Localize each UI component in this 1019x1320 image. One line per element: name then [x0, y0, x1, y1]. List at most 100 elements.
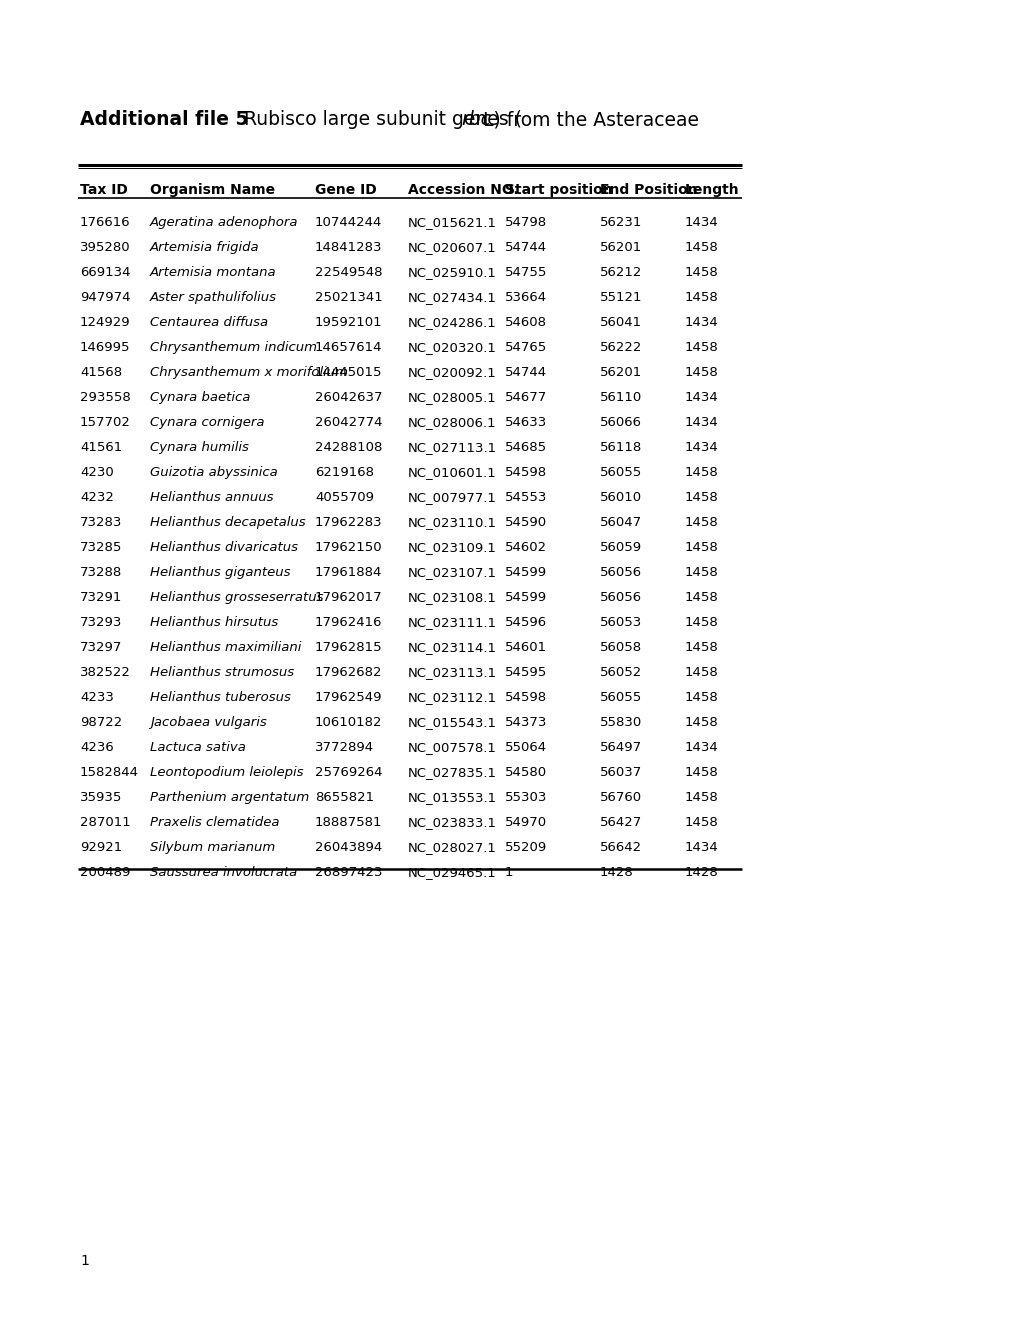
Text: NC_027434.1: NC_027434.1 — [408, 290, 496, 304]
Text: 98722: 98722 — [79, 715, 122, 729]
Text: NC_028005.1: NC_028005.1 — [408, 391, 496, 404]
Text: Rubisco large subunit genes (: Rubisco large subunit genes ( — [237, 110, 522, 129]
Text: Guizotia abyssinica: Guizotia abyssinica — [150, 466, 277, 479]
Text: 669134: 669134 — [79, 267, 130, 279]
Text: 17962150: 17962150 — [315, 541, 382, 554]
Text: NC_027113.1: NC_027113.1 — [408, 441, 496, 454]
Text: 73297: 73297 — [79, 642, 122, 653]
Text: Gene ID: Gene ID — [315, 183, 376, 197]
Text: Jacobaea vulgaris: Jacobaea vulgaris — [150, 715, 267, 729]
Text: NC_023111.1: NC_023111.1 — [408, 616, 496, 630]
Text: 54755: 54755 — [504, 267, 547, 279]
Text: 10610182: 10610182 — [315, 715, 382, 729]
Text: 73293: 73293 — [79, 616, 122, 630]
Text: 56642: 56642 — [599, 841, 642, 854]
Text: 1458: 1458 — [685, 466, 718, 479]
Text: 54608: 54608 — [504, 315, 546, 329]
Text: 41568: 41568 — [79, 366, 122, 379]
Text: 24288108: 24288108 — [315, 441, 382, 454]
Text: 26042774: 26042774 — [315, 416, 382, 429]
Text: 54633: 54633 — [504, 416, 547, 429]
Text: Chrysanthemum indicum: Chrysanthemum indicum — [150, 341, 317, 354]
Text: 4236: 4236 — [79, 741, 114, 754]
Text: Cynara humilis: Cynara humilis — [150, 441, 249, 454]
Text: 1434: 1434 — [685, 216, 718, 228]
Text: 1458: 1458 — [685, 516, 718, 529]
Text: 54744: 54744 — [504, 366, 546, 379]
Text: 73283: 73283 — [79, 516, 122, 529]
Text: Lactuca sativa: Lactuca sativa — [150, 741, 246, 754]
Text: 1458: 1458 — [685, 591, 718, 605]
Text: 1458: 1458 — [685, 366, 718, 379]
Text: NC_023114.1: NC_023114.1 — [408, 642, 496, 653]
Text: L) from the Asteraceae: L) from the Asteraceae — [483, 110, 698, 129]
Text: 56010: 56010 — [599, 491, 642, 504]
Text: 4232: 4232 — [79, 491, 114, 504]
Text: 157702: 157702 — [79, 416, 130, 429]
Text: rbc: rbc — [461, 110, 490, 129]
Text: NC_023110.1: NC_023110.1 — [408, 516, 496, 529]
Text: 56053: 56053 — [599, 616, 642, 630]
Text: Organism Name: Organism Name — [150, 183, 275, 197]
Text: Silybum marianum: Silybum marianum — [150, 841, 275, 854]
Text: Tax ID: Tax ID — [79, 183, 127, 197]
Text: NC_007977.1: NC_007977.1 — [408, 491, 496, 504]
Text: 56055: 56055 — [599, 690, 642, 704]
Text: Praxelis clematidea: Praxelis clematidea — [150, 816, 279, 829]
Text: 73291: 73291 — [79, 591, 122, 605]
Text: 18887581: 18887581 — [315, 816, 382, 829]
Text: 54599: 54599 — [504, 591, 546, 605]
Text: 56222: 56222 — [599, 341, 642, 354]
Text: 73285: 73285 — [79, 541, 122, 554]
Text: Additional file 5: Additional file 5 — [79, 110, 249, 129]
Text: 1434: 1434 — [685, 741, 718, 754]
Text: 55064: 55064 — [504, 741, 546, 754]
Text: 22549548: 22549548 — [315, 267, 382, 279]
Text: 17961884: 17961884 — [315, 566, 382, 579]
Text: Start position: Start position — [504, 183, 612, 197]
Text: NC_027835.1: NC_027835.1 — [408, 766, 496, 779]
Text: NC_020320.1: NC_020320.1 — [408, 341, 496, 354]
Text: 26897423: 26897423 — [315, 866, 382, 879]
Text: 382522: 382522 — [79, 667, 130, 678]
Text: Saussurea involucrata: Saussurea involucrata — [150, 866, 297, 879]
Text: Parthenium argentatum: Parthenium argentatum — [150, 791, 309, 804]
Text: 14445015: 14445015 — [315, 366, 382, 379]
Text: 1434: 1434 — [685, 315, 718, 329]
Text: Artemisia montana: Artemisia montana — [150, 267, 276, 279]
Text: 55121: 55121 — [599, 290, 642, 304]
Text: NC_023107.1: NC_023107.1 — [408, 566, 496, 579]
Text: 56059: 56059 — [599, 541, 642, 554]
Text: 1458: 1458 — [685, 791, 718, 804]
Text: 1434: 1434 — [685, 416, 718, 429]
Text: 1458: 1458 — [685, 290, 718, 304]
Text: 53664: 53664 — [504, 290, 546, 304]
Text: Helianthus hirsutus: Helianthus hirsutus — [150, 616, 278, 630]
Text: Helianthus maximiliani: Helianthus maximiliani — [150, 642, 301, 653]
Text: 17962682: 17962682 — [315, 667, 382, 678]
Text: 1458: 1458 — [685, 566, 718, 579]
Text: 1434: 1434 — [685, 391, 718, 404]
Text: Helianthus decapetalus: Helianthus decapetalus — [150, 516, 306, 529]
Text: 1458: 1458 — [685, 242, 718, 253]
Text: 54798: 54798 — [504, 216, 546, 228]
Text: 56497: 56497 — [599, 741, 642, 754]
Text: 54373: 54373 — [504, 715, 547, 729]
Text: 17962549: 17962549 — [315, 690, 382, 704]
Text: 176616: 176616 — [79, 216, 130, 228]
Text: 14657614: 14657614 — [315, 341, 382, 354]
Text: 6219168: 6219168 — [315, 466, 374, 479]
Text: 1: 1 — [504, 866, 513, 879]
Text: NC_013553.1: NC_013553.1 — [408, 791, 496, 804]
Text: 56047: 56047 — [599, 516, 642, 529]
Text: 56041: 56041 — [599, 315, 642, 329]
Text: 56201: 56201 — [599, 242, 642, 253]
Text: 1458: 1458 — [685, 267, 718, 279]
Text: 4055709: 4055709 — [315, 491, 374, 504]
Text: 54590: 54590 — [504, 516, 546, 529]
Text: 54599: 54599 — [504, 566, 546, 579]
Text: 293558: 293558 — [79, 391, 130, 404]
Text: 3772894: 3772894 — [315, 741, 374, 754]
Text: 1458: 1458 — [685, 667, 718, 678]
Text: NC_010601.1: NC_010601.1 — [408, 466, 496, 479]
